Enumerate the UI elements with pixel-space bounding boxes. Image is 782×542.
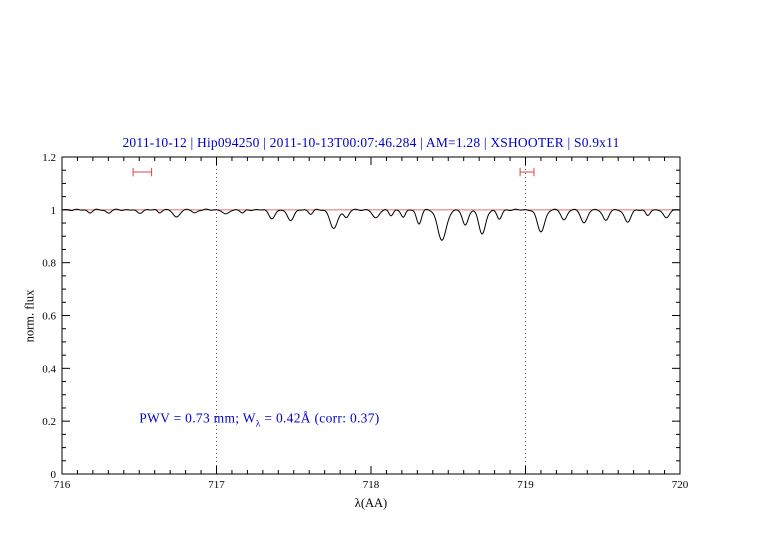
y-tick-label: 1 — [51, 205, 57, 217]
y-tick-label: 1.2 — [42, 152, 56, 164]
x-tick-label: 717 — [208, 479, 225, 491]
y-tick-label: 0.2 — [42, 416, 56, 428]
y-axis-label: norm. flux — [22, 289, 37, 343]
pwv-annotation-prefix: PWV = 0.73 mm; W — [139, 410, 256, 426]
pwv-annotation: PWV = 0.73 mm; Wλ = 0.42Å (corr: 0.37) — [139, 411, 379, 430]
pwv-annotation-sub: λ — [255, 419, 261, 430]
x-tick-label: 718 — [363, 479, 380, 491]
pwv-annotation-suffix: = 0.42Å (corr: 0.37) — [260, 410, 380, 426]
plot-title: 2011-10-12 | Hip094250 | 2011-10-13T00:0… — [122, 135, 620, 150]
x-tick-label: 719 — [517, 479, 534, 491]
y-tick-label: 0.6 — [42, 311, 56, 323]
x-tick-label: 720 — [672, 479, 689, 491]
y-tick-label: 0.4 — [42, 363, 56, 375]
y-tick-label: 0.8 — [42, 258, 56, 270]
x-axis-label: λ(AA) — [354, 496, 388, 510]
spectrum-line — [61, 208, 681, 241]
y-tick-label: 0 — [51, 469, 57, 481]
x-tick-label: 716 — [54, 479, 71, 491]
